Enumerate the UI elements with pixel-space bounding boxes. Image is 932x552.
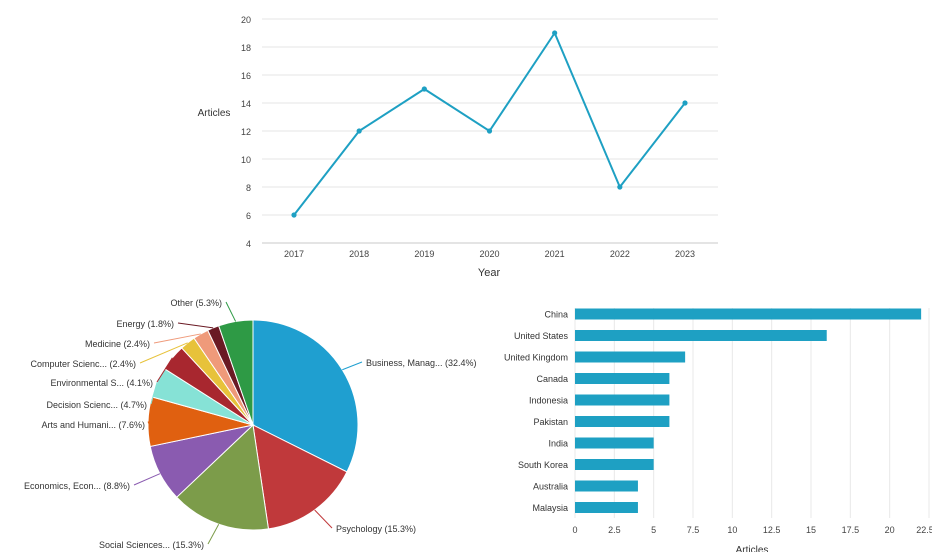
leader-line bbox=[150, 382, 158, 405]
bar bbox=[575, 373, 670, 384]
slice-label: Other (5.3%) bbox=[170, 298, 222, 308]
y-tick-label: 4 bbox=[246, 239, 251, 249]
leader-line bbox=[314, 509, 333, 529]
x-tick-label: 10 bbox=[727, 525, 737, 535]
leader-line bbox=[133, 473, 161, 486]
leader-line bbox=[225, 301, 237, 322]
x-tick-label: 0 bbox=[572, 525, 577, 535]
data-point bbox=[486, 128, 493, 134]
leader-line bbox=[342, 361, 363, 371]
bar bbox=[575, 502, 638, 513]
subject-area-pie-chart: Business, Manag... (32.4%) Psychology (15… bbox=[24, 298, 477, 550]
slice-label: Economics, Econ... (8.8%) bbox=[24, 481, 130, 491]
bar bbox=[575, 416, 670, 427]
slice-label: Computer Scienc... (2.4%) bbox=[30, 359, 136, 369]
slice-label: Social Sciences... (15.3%) bbox=[99, 540, 204, 550]
category-label: United Kingdom bbox=[504, 353, 568, 363]
category-label: South Korea bbox=[518, 460, 568, 470]
bar bbox=[575, 437, 654, 449]
slice-label: Decision Scienc... (4.7%) bbox=[46, 400, 147, 410]
x-tick-label: 20 bbox=[885, 525, 895, 535]
series-line bbox=[293, 32, 686, 216]
bar bbox=[575, 394, 670, 406]
y-tick-label: 20 bbox=[241, 15, 251, 25]
leader-line bbox=[153, 333, 201, 344]
data-point bbox=[682, 100, 688, 106]
x-tick-label: 15 bbox=[806, 525, 816, 535]
x-tick-label: 2.5 bbox=[608, 525, 621, 535]
slice-label: Arts and Humani... (7.6%) bbox=[41, 420, 145, 430]
bar bbox=[575, 308, 922, 320]
x-tick-label: 2018 bbox=[349, 249, 369, 259]
bar bbox=[575, 459, 654, 470]
x-axis-label: Articles bbox=[736, 545, 769, 552]
leader-line bbox=[156, 357, 173, 383]
x-tick-label: 12.5 bbox=[763, 525, 781, 535]
x-tick-label: 2017 bbox=[284, 249, 304, 259]
x-tick-label: 2020 bbox=[479, 249, 499, 259]
leader-line bbox=[177, 322, 214, 329]
slice-label: Medicine (2.4%) bbox=[85, 339, 150, 349]
x-tick-label: 2023 bbox=[675, 249, 695, 259]
x-axis-label: Year bbox=[478, 267, 501, 279]
category-label: China bbox=[544, 310, 568, 320]
slice-label: Business, Manag... (32.4%) bbox=[366, 358, 477, 368]
slice-label: Energy (1.8%) bbox=[116, 319, 174, 329]
bar bbox=[575, 351, 686, 363]
category-label: India bbox=[548, 439, 568, 449]
x-tick-label: 5 bbox=[651, 525, 656, 535]
x-tick-label: 7.5 bbox=[687, 525, 700, 535]
y-tick-label: 18 bbox=[241, 43, 251, 53]
bar bbox=[575, 480, 638, 492]
y-tick-label: 8 bbox=[246, 183, 251, 193]
x-tick-label: 22.5 bbox=[916, 525, 932, 535]
category-label: Indonesia bbox=[529, 396, 568, 406]
pie-slice bbox=[218, 319, 254, 426]
category-label: Pakistan bbox=[533, 417, 568, 427]
y-tick-label: 6 bbox=[246, 211, 251, 221]
data-point bbox=[552, 30, 558, 36]
slice-label: Psychology (15.3%) bbox=[336, 524, 416, 534]
slice-label: Environmental S... (4.1%) bbox=[50, 378, 153, 388]
category-label: Canada bbox=[536, 374, 568, 384]
articles-by-country-bar-chart: 0 2.5 5 7.5 10 12.5 15 17.5 20 22.5 China United St… bbox=[504, 308, 932, 552]
articles-per-year-line-chart: 4 6 8 10 12 14 16 18 20 2017 2018 2019 2020 2021 2022 2… bbox=[198, 15, 718, 279]
x-tick-label: 2019 bbox=[414, 249, 434, 259]
x-tick-label: 17.5 bbox=[842, 525, 860, 535]
bar bbox=[575, 330, 827, 341]
category-label: Australia bbox=[533, 482, 568, 492]
y-tick-label: 10 bbox=[241, 155, 251, 165]
category-label: United States bbox=[514, 331, 569, 341]
y-tick-label: 14 bbox=[241, 99, 251, 109]
leader-line bbox=[147, 421, 150, 425]
data-point bbox=[421, 86, 427, 92]
x-tick-label: 2022 bbox=[610, 249, 630, 259]
category-label: Malaysia bbox=[532, 503, 568, 513]
leader-line bbox=[139, 342, 188, 364]
data-point bbox=[617, 184, 623, 190]
y-tick-label: 16 bbox=[241, 71, 251, 81]
x-tick-label: 2021 bbox=[545, 249, 565, 259]
leader-line bbox=[207, 524, 220, 545]
y-axis-label: Articles bbox=[198, 108, 231, 119]
y-tick-label: 12 bbox=[241, 127, 251, 137]
data-point bbox=[356, 128, 362, 134]
pie-slice bbox=[252, 319, 359, 473]
data-point bbox=[291, 212, 297, 218]
